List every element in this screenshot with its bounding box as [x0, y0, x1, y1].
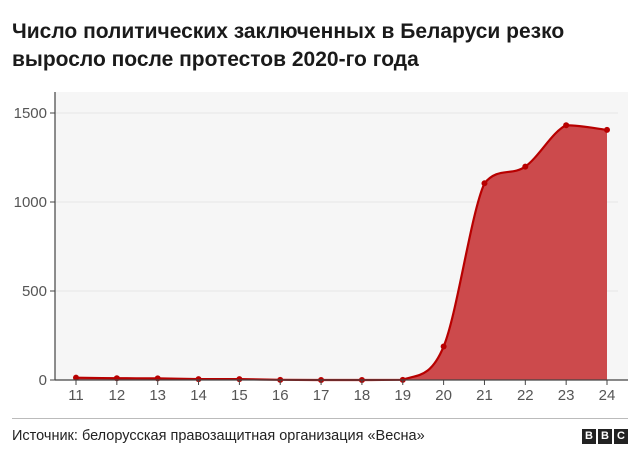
x-tick-label: 20	[435, 387, 452, 404]
x-tick-label: 15	[231, 387, 248, 404]
area-chart: 0 500 1000 1500 11 12 13 14 15 16 17 18 19 20 21 22 23 24	[14, 92, 628, 404]
data-point	[73, 374, 79, 381]
y-tick-label: 1500	[14, 105, 47, 122]
x-tick-label: 17	[313, 387, 330, 404]
data-point	[522, 163, 529, 170]
x-tick-label: 16	[272, 387, 289, 404]
x-tick-label: 18	[354, 387, 371, 404]
data-point	[604, 126, 610, 133]
data-point	[563, 122, 570, 129]
bbc-logo-letter: B	[582, 429, 596, 444]
x-tick-label: 21	[476, 387, 493, 404]
area-fill	[76, 125, 607, 380]
y-tick-label: 500	[22, 283, 47, 300]
bbc-logo: B B C	[582, 429, 628, 444]
x-tick-label: 11	[68, 387, 84, 404]
y-tick-label: 1000	[14, 194, 47, 211]
x-tick-label: 19	[394, 387, 411, 404]
x-tick-label: 12	[109, 387, 126, 404]
data-point	[236, 376, 243, 383]
y-tick-label: 0	[39, 372, 47, 389]
source-note: Источник: белорусская правозащитная орга…	[12, 428, 425, 444]
x-tick-label: 23	[558, 387, 575, 404]
data-point	[440, 343, 447, 350]
x-tick-label: 24	[599, 387, 616, 404]
bbc-logo-letter: C	[614, 429, 628, 444]
x-tick-label: 14	[190, 387, 207, 404]
bbc-logo-letter: B	[598, 429, 612, 444]
chart-title: Число политических заключенных в Беларус…	[12, 20, 565, 71]
footer-divider	[12, 418, 628, 419]
x-tick-label: 13	[149, 387, 166, 404]
data-point	[481, 180, 488, 187]
data-point	[195, 376, 202, 383]
x-tick-label: 22	[517, 387, 534, 404]
